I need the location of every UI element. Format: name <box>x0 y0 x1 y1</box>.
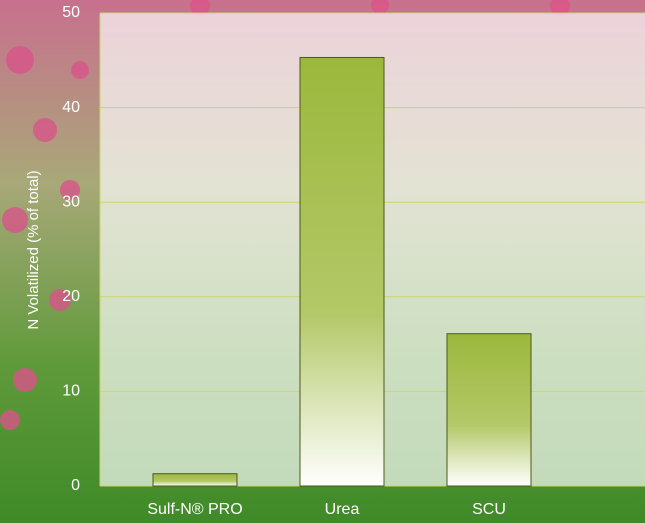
x-tick-label: Urea <box>325 501 360 518</box>
bar <box>446 333 532 487</box>
y-tick-label: 20 <box>62 288 80 305</box>
bar <box>152 473 238 487</box>
y-tick-label: 40 <box>62 99 80 116</box>
y-tick-label: 30 <box>62 193 80 210</box>
bar <box>299 56 385 487</box>
y-tick-label: 0 <box>71 477 80 494</box>
y-axis-label: N Volatilized (% of total) <box>25 170 42 329</box>
x-tick-label: SCU <box>472 501 506 518</box>
y-tick-label: 50 <box>62 4 80 21</box>
x-tick-label: Sulf-N® PRO <box>147 501 242 518</box>
blossoms <box>0 0 570 430</box>
y-tick-label: 10 <box>62 383 80 400</box>
